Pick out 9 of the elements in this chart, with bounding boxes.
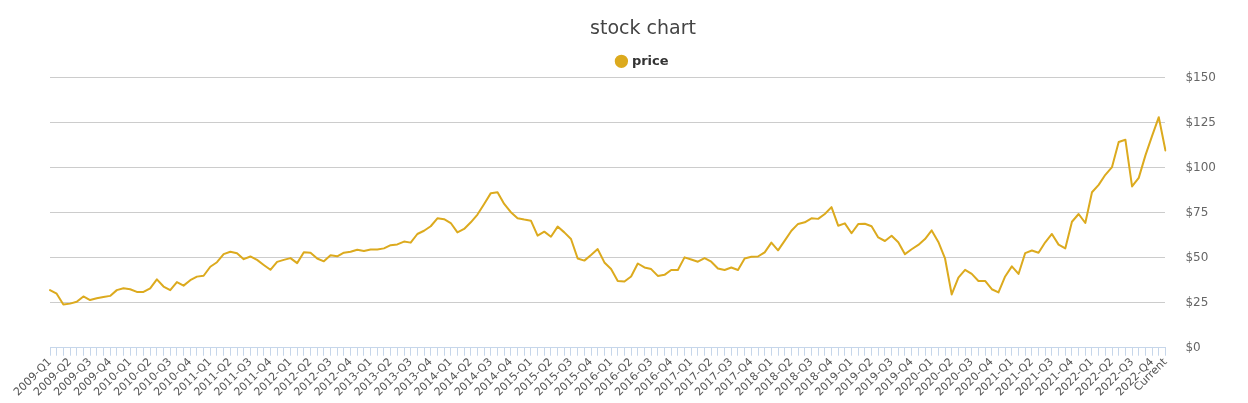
legend-label: price	[631, 52, 669, 68]
y-tick-label: $25	[1185, 294, 1209, 309]
y-tick-label: $100	[1185, 159, 1217, 174]
y-tick-label: $125	[1185, 114, 1217, 129]
y-tick-label: $0	[1185, 339, 1201, 354]
y-tick-label: $75	[1185, 204, 1209, 219]
chart-title: stock chart	[590, 16, 696, 39]
y-tick-label: $150	[1185, 69, 1217, 84]
y-tick-label: $50	[1185, 249, 1209, 264]
